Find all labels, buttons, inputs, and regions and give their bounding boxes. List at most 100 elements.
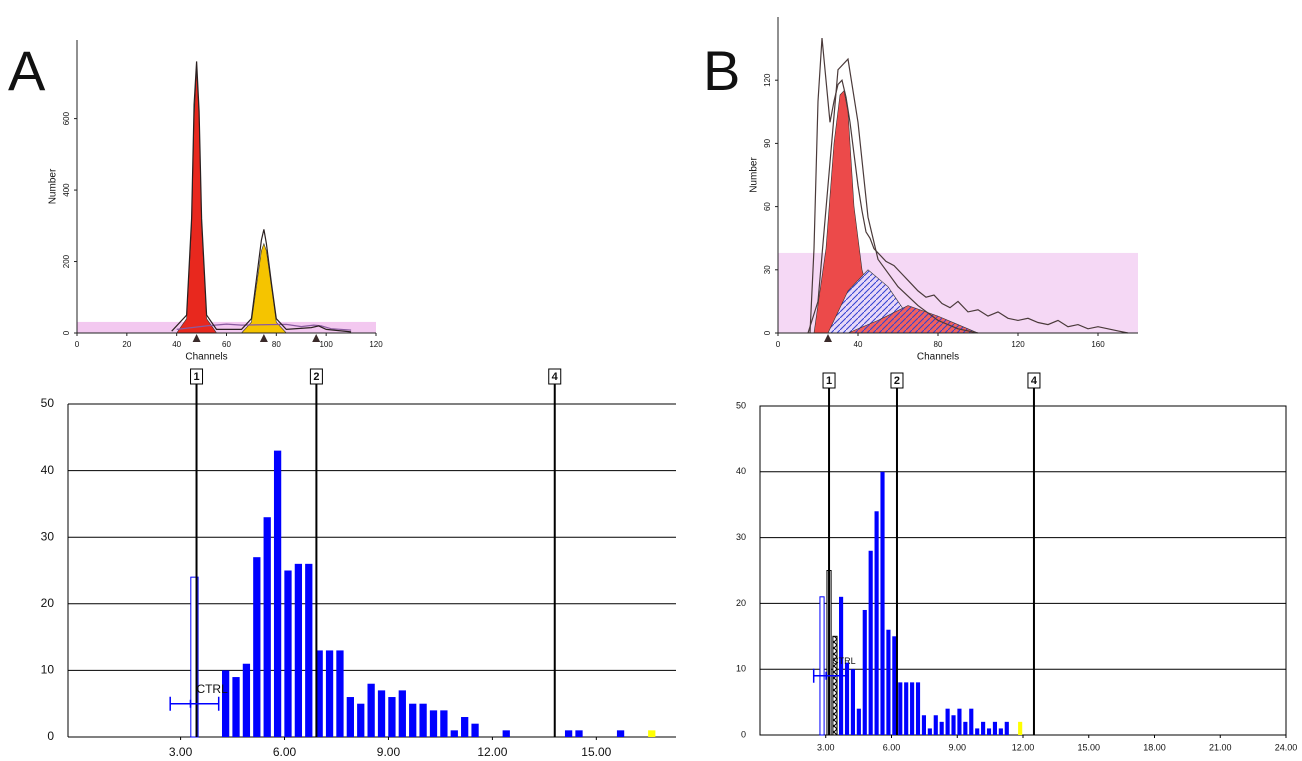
bar: [221, 670, 230, 737]
marker-label: 1: [193, 371, 199, 383]
bar: [945, 708, 950, 735]
y-tick-label: 90: [763, 138, 772, 147]
marker-label: 1: [826, 375, 832, 387]
y-axis-label: Number: [749, 157, 760, 193]
bar: [844, 662, 850, 735]
bar: [419, 703, 427, 737]
bar: [190, 576, 199, 738]
x-tick-label: 0: [75, 340, 80, 349]
y-tick-label: 20: [736, 598, 746, 608]
bar: [648, 730, 656, 737]
bar: [819, 596, 825, 736]
histogram-line: [176, 323, 352, 331]
bar: [886, 629, 891, 735]
bar: [1004, 721, 1009, 735]
panel-label: A: [8, 39, 46, 102]
x-tick-label: 12.00: [477, 745, 507, 759]
peak-marker: [312, 334, 321, 342]
bar: [832, 635, 838, 736]
x-tick-label: 100: [319, 340, 333, 349]
bar: [377, 690, 386, 737]
y-axis-label: Number: [48, 168, 59, 204]
marker-box: [309, 368, 323, 385]
bar: [839, 596, 844, 735]
bar: [429, 710, 438, 737]
bar: [975, 728, 980, 735]
bar: [305, 563, 313, 737]
ctrl-label: CTRL: [196, 682, 228, 696]
bar: [915, 682, 921, 735]
marker-box: [822, 372, 836, 389]
bar: [398, 690, 406, 737]
bar: [450, 730, 458, 737]
x-tick-label: 9.00: [377, 745, 401, 759]
x-tick-label: 15.00: [1077, 742, 1100, 752]
bar: [992, 721, 998, 735]
bar: [575, 730, 583, 737]
bar: [856, 708, 861, 735]
bar: [409, 703, 417, 737]
marker-label: 4: [552, 371, 559, 383]
ctrl-label: CTRL: [832, 656, 856, 666]
y-tick-label: 0: [47, 729, 54, 743]
bar: [933, 715, 938, 735]
bar: [346, 697, 354, 737]
y-tick-label: 200: [62, 254, 71, 268]
x-tick-label: 12.00: [1012, 742, 1035, 752]
x-tick-label: 120: [369, 340, 383, 349]
x-tick-label: 18.00: [1143, 742, 1166, 752]
marker-label: 2: [313, 371, 319, 383]
bar: [874, 511, 879, 735]
histogram-line: [809, 38, 1129, 334]
y-tick-label: 10: [41, 663, 55, 677]
bar: [939, 721, 944, 735]
marker-box: [1027, 372, 1041, 389]
bar: [461, 717, 469, 737]
bar: [253, 557, 261, 737]
y-tick-label: 40: [41, 463, 55, 477]
bar: [880, 471, 885, 735]
y-tick-label: 10: [736, 664, 746, 674]
x-tick-label: 6.00: [883, 742, 901, 752]
bar: [273, 450, 282, 737]
bar: [367, 683, 375, 737]
bar: [927, 728, 932, 735]
threshold-band: [77, 321, 376, 333]
bar: [284, 570, 292, 737]
x-tick-label: 15.00: [581, 745, 611, 759]
bar: [921, 715, 927, 735]
x-tick-label: 40: [172, 340, 181, 349]
bar: [981, 721, 986, 735]
bar: [868, 550, 873, 735]
bar: [616, 730, 625, 737]
bar: [232, 677, 240, 737]
x-tick-label: 21.00: [1209, 742, 1232, 752]
x-axis-label: Channels: [185, 352, 227, 363]
bar: [242, 663, 251, 737]
y-tick-label: 400: [62, 183, 71, 197]
x-tick-label: 3.00: [817, 742, 835, 752]
bar: [898, 682, 903, 735]
histogram-line: [171, 61, 352, 333]
bar: [325, 650, 334, 737]
bar: [294, 563, 303, 737]
peak-area: [240, 242, 287, 334]
bar: [315, 650, 323, 737]
y-tick-label: 30: [41, 529, 55, 543]
y-tick-label: 40: [736, 466, 746, 476]
x-axis-label: Channels: [917, 352, 959, 363]
x-tick-label: 6.00: [273, 745, 297, 759]
marker-label: 4: [1031, 375, 1038, 387]
y-tick-label: 30: [736, 532, 746, 542]
bar: [963, 721, 968, 735]
x-tick-label: 3.00: [169, 745, 193, 759]
peak-marker: [192, 334, 201, 342]
bar: [986, 728, 992, 735]
bar: [850, 669, 855, 735]
x-tick-label: 80: [934, 340, 943, 349]
plot-frame: [759, 405, 1287, 736]
marker-label: 2: [894, 375, 900, 387]
bar: [969, 708, 974, 735]
x-tick-label: 80: [272, 340, 281, 349]
